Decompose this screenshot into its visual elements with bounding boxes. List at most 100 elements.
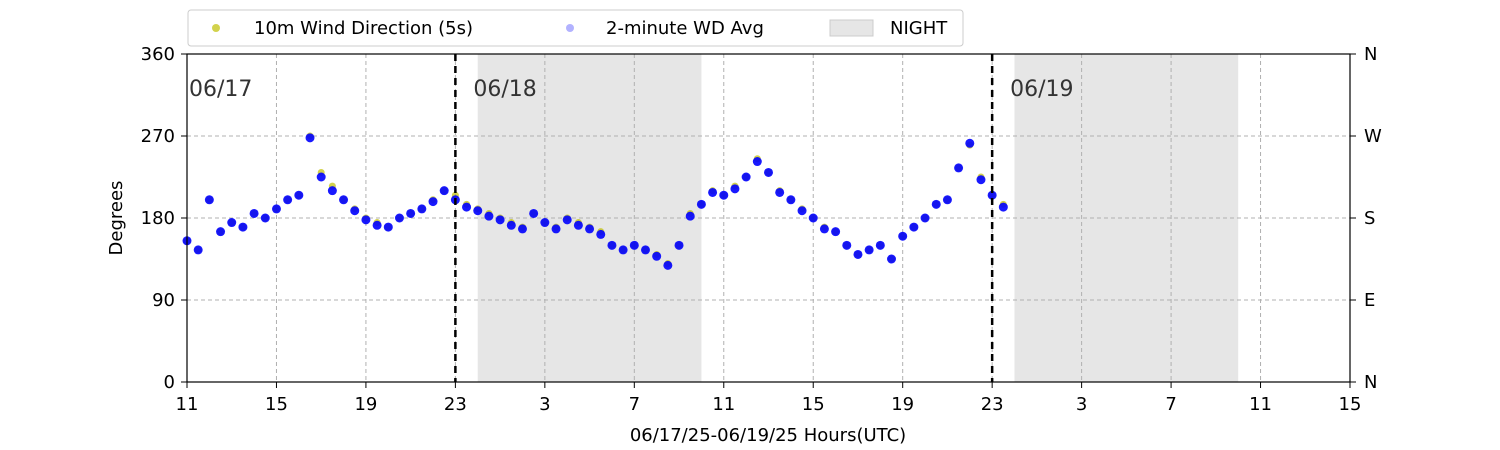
- avg-point-52: [764, 167, 773, 177]
- avg-point-29: [506, 220, 516, 230]
- avg-point-3: [216, 227, 226, 237]
- avg-point-69: [954, 163, 964, 173]
- date-label-1: 06/18: [473, 77, 536, 102]
- avg-point-63: [887, 254, 897, 264]
- avg-point-41: [640, 245, 650, 255]
- avg-point-61: [864, 245, 874, 255]
- day-divider-layer: 06/17 06/18 06/19: [189, 54, 1074, 382]
- avg-point-51: [752, 157, 762, 167]
- avg-point-9: [283, 195, 293, 205]
- legend-night-label: NIGHT: [890, 18, 948, 39]
- avg-point-67: [931, 199, 941, 209]
- avg-point-56: [808, 213, 818, 223]
- y-right-tick-label-0: N: [1364, 372, 1377, 393]
- y-right-tick-label-2: S: [1364, 208, 1375, 229]
- avg-point-6: [249, 208, 259, 218]
- avg-point-16: [361, 215, 371, 225]
- avg-point-70: [965, 138, 975, 148]
- avg-point-55: [797, 206, 807, 216]
- avg-point-43: [663, 260, 673, 270]
- avg-point-62: [875, 240, 885, 250]
- avg-point-68: [942, 195, 952, 205]
- avg-point-11: [305, 133, 315, 143]
- x-tick-label-12: 11: [1249, 394, 1272, 415]
- y-right-tick-label-4: N: [1364, 44, 1377, 65]
- avg-point-10: [294, 190, 304, 200]
- avg-point-71: [976, 175, 986, 185]
- avg-point-39: [618, 245, 628, 255]
- x-axis-title: 06/17/25-06/19/25 Hours(UTC): [630, 425, 906, 446]
- avg-point-25: [462, 202, 472, 212]
- legend-wd-marker: [212, 24, 220, 32]
- avg-point-31: [529, 208, 539, 218]
- date-label-2: 06/19: [1010, 77, 1073, 102]
- x-tick-label-6: 11: [712, 394, 735, 415]
- avg-point-47: [708, 187, 718, 197]
- avg-point-64: [898, 231, 908, 241]
- y-tick-label-2: 180: [141, 208, 175, 229]
- avg-point-48: [719, 190, 729, 200]
- avg-point-66: [920, 213, 930, 223]
- legend-wd-label: 10m Wind Direction (5s): [254, 18, 473, 39]
- avg-point-15: [350, 206, 360, 216]
- avg-point-65: [909, 222, 919, 232]
- avg-point-28: [495, 215, 505, 225]
- x-tick-label-7: 15: [802, 394, 825, 415]
- legend-avg-marker: [566, 24, 574, 32]
- avg-point-8: [271, 204, 281, 214]
- avg-point-58: [831, 227, 841, 237]
- avg-point-73: [998, 202, 1008, 212]
- x-tick-label-8: 19: [891, 394, 914, 415]
- avg-point-49: [730, 184, 740, 194]
- avg-point-26: [473, 206, 483, 216]
- avg-point-27: [484, 211, 494, 221]
- x-tick-label-1: 15: [265, 394, 288, 415]
- avg-point-17: [372, 220, 382, 230]
- avg-point-19: [394, 213, 404, 223]
- y-tick-label-0: 0: [164, 372, 175, 393]
- legend-night-swatch: [829, 19, 874, 37]
- avg-point-72: [987, 190, 997, 200]
- avg-point-14: [339, 195, 349, 205]
- tick-layer: 11 15 19 23 3 7 11 15 19 23 3 7 11 15 0 N 90 E 180 S 270 W 360…: [141, 44, 1382, 415]
- legend-box: [187, 9, 964, 47]
- avg-point-7: [260, 213, 270, 223]
- y-right-tick-label-3: W: [1364, 126, 1382, 147]
- avg-point-37: [596, 229, 606, 239]
- avg-point-30: [517, 224, 527, 234]
- avg-point-21: [417, 204, 427, 214]
- night-shading-layer: [477, 54, 1239, 382]
- avg-point-20: [406, 208, 416, 218]
- avg-point-18: [383, 222, 393, 232]
- x-tick-label-10: 3: [1076, 394, 1087, 415]
- avg-point-33: [551, 224, 561, 234]
- avg-point-40: [629, 240, 639, 250]
- avg-point-44: [674, 240, 684, 250]
- avg-point-34: [562, 215, 572, 225]
- x-tick-label-13: 15: [1339, 394, 1362, 415]
- avg-point-38: [607, 240, 617, 250]
- x-tick-label-9: 23: [981, 394, 1004, 415]
- avg-point-42: [652, 251, 662, 261]
- y-tick-label-1: 90: [152, 290, 175, 311]
- avg-point-59: [842, 240, 852, 250]
- avg-point-2: [204, 195, 214, 205]
- avg-point-13: [327, 186, 337, 196]
- avg-point-32: [540, 218, 550, 228]
- x-tick-label-4: 3: [539, 394, 550, 415]
- x-tick-label-11: 7: [1165, 394, 1176, 415]
- avg-point-1: [193, 245, 203, 255]
- avg-point-53: [775, 187, 785, 197]
- avg-point-57: [819, 224, 829, 234]
- x-tick-label-3: 23: [444, 394, 467, 415]
- y-tick-label-4: 360: [141, 44, 175, 65]
- avg-point-12: [316, 172, 326, 182]
- avg-point-35: [573, 220, 583, 230]
- x-tick-label-0: 11: [176, 394, 199, 415]
- avg-point-22: [428, 197, 438, 207]
- wind-average-points: [182, 133, 1008, 270]
- date-label-0: 06/17: [189, 77, 252, 102]
- avg-point-36: [585, 224, 595, 234]
- y-right-tick-label-1: E: [1364, 290, 1375, 311]
